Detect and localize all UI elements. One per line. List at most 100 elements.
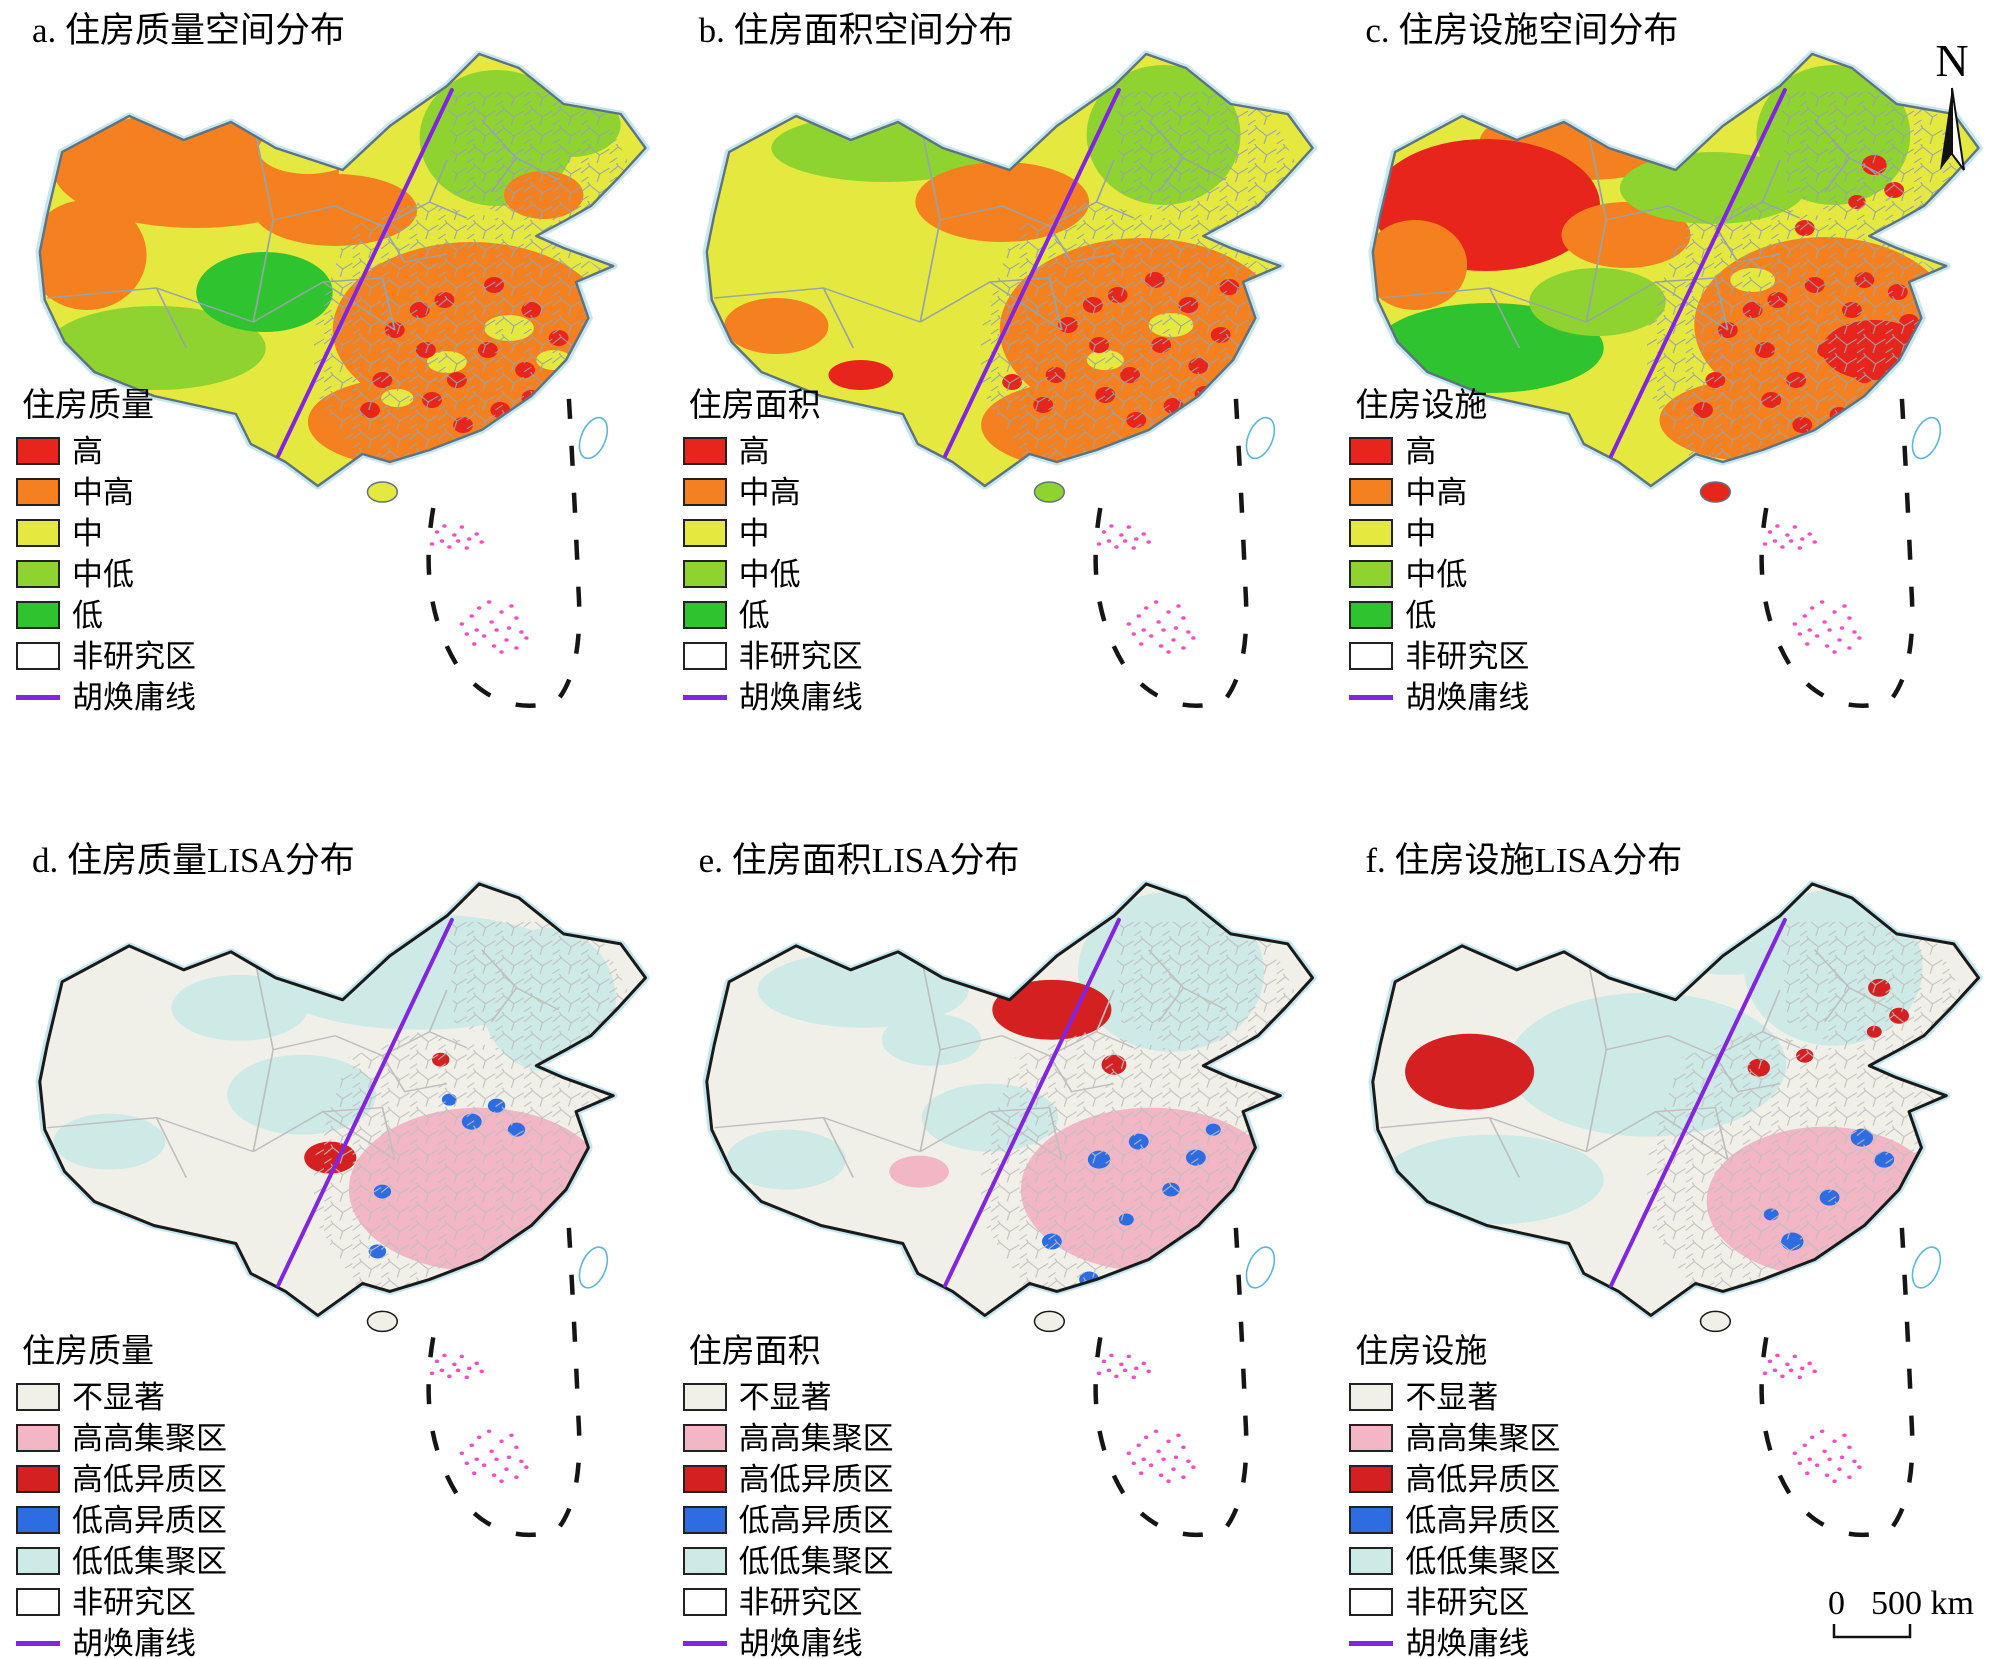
legend-label: 非研究区: [738, 638, 863, 674]
legend-items: 高中高中中低低非研究区 胡焕庸线: [682, 433, 863, 713]
legend-item: 低: [16, 597, 196, 633]
legend-label: 高: [738, 433, 770, 469]
legend-item: 不显著: [1349, 1379, 1560, 1415]
legend-label: 低低集聚区: [1405, 1543, 1561, 1579]
legend-swatch: [16, 519, 60, 547]
legend-label: 低: [1405, 597, 1437, 633]
legend-label: 胡焕庸线: [1405, 679, 1530, 715]
legend-swatch: [1349, 1465, 1394, 1493]
legend-item: 中: [16, 515, 196, 551]
map-housing-facility-lisa: [1333, 830, 2000, 1659]
nine-dash-line: [429, 393, 580, 706]
legend-item: 胡焕庸线: [16, 682, 196, 713]
legend-items: 高中高中中低低非研究区 胡焕庸线: [1349, 433, 1530, 715]
panel-b: b. 住房面积空间分布 住房面积 高中高中中低低非研究区 胡焕庸线: [667, 0, 1334, 830]
hu-line-swatch: [682, 694, 727, 700]
legend-swatch: [1349, 1506, 1394, 1534]
legend-swatch: [16, 1506, 60, 1534]
taiwan-island: [1241, 1245, 1279, 1291]
legend-label: 低: [72, 597, 103, 633]
legend-item: 不显著: [682, 1379, 894, 1415]
legend-item: 高低异质区: [682, 1461, 894, 1497]
legend-swatch: [682, 1383, 727, 1411]
hu-line-swatch: [682, 1640, 727, 1646]
legend-item: 低低集聚区: [1349, 1543, 1561, 1579]
legend-item: 胡焕庸线: [16, 1628, 227, 1659]
legend-label: 不显著: [738, 1379, 832, 1415]
legend-item: 非研究区: [1349, 638, 1530, 674]
nine-dash-line: [1095, 1223, 1246, 1535]
china-map-svg: [702, 880, 1317, 1659]
hu-line-swatch: [16, 694, 60, 700]
taiwan-island: [1908, 1245, 1946, 1291]
legend-items: 不显著 高高集聚区 高低异质区 低高异质区 低低集聚区 非研究区 胡焕庸线: [1349, 1379, 1561, 1659]
legend-item: 胡焕庸线: [682, 1625, 894, 1659]
legend-items: 不显著 高高集聚区 高低异质区 低高异质区 低低集聚区 非研究区 胡焕庸线: [16, 1379, 227, 1659]
hainan-island: [367, 1311, 397, 1331]
legend-item: 低: [1349, 597, 1529, 633]
hu-line-swatch: [1349, 1640, 1394, 1646]
legend-label: 中: [1405, 515, 1437, 551]
panel-title-b: b. 住房面积空间分布: [698, 11, 1014, 50]
legend-swatch: [1349, 519, 1394, 547]
legend-item: 胡焕庸线: [682, 682, 863, 713]
legend-label: 高低异质区: [1405, 1461, 1561, 1497]
legend-item: 中高: [16, 477, 196, 508]
legend-label: 不显著: [1405, 1379, 1499, 1415]
legend-swatch: [16, 478, 60, 506]
legend-item: 高: [16, 433, 196, 469]
nine-dash-line: [1762, 1223, 1913, 1535]
china-map-svg: [35, 880, 650, 1659]
legend-item: 高: [682, 433, 863, 469]
legend-title: 住房面积: [688, 1334, 821, 1370]
china-map-svg: [1368, 50, 1984, 830]
legend-item: 低高异质区: [1349, 1505, 1560, 1536]
panel-title-c: c. 住房设施空间分布: [1365, 11, 1679, 50]
hainan-island: [1701, 482, 1731, 502]
legend-label: 非研究区: [1405, 638, 1530, 674]
taiwan-island: [574, 1245, 612, 1291]
nine-dash-line: [1095, 393, 1246, 706]
taiwan-island: [1241, 415, 1279, 461]
legend-item: 胡焕庸线: [1349, 1625, 1560, 1659]
legend-label: 胡焕庸线: [738, 1625, 863, 1659]
map-housing-facility-dist: [1333, 0, 2000, 830]
legend-label: 中: [72, 515, 103, 551]
legend-item: 中: [682, 518, 863, 549]
legend-items: 不显著 高高集聚区 高低异质区 低高异质区 低低集聚区 非研究区 胡焕庸线: [682, 1379, 894, 1659]
legend-swatch: [682, 601, 727, 629]
nine-dash-line: [1762, 393, 1913, 706]
legend-swatch: [1349, 1424, 1394, 1452]
legend-label: 高: [72, 433, 103, 469]
legend-swatch: [16, 560, 60, 588]
taiwan-island: [1908, 415, 1946, 461]
north-arrow-icon: [1940, 87, 1965, 171]
legend-item: 高低异质区: [16, 1464, 227, 1495]
panel-a: a. 住房质量空间分布 住房质量 高中高中中低低非研究区 胡焕庸线: [0, 0, 667, 830]
legend-label: 高高集聚区: [738, 1420, 894, 1456]
legend-item: 高高集聚区: [1349, 1423, 1560, 1454]
panel-f: f. 住房设施LISA分布 住房设施 不显著 高高集聚区 高低异质区 低高异质区 低低集…: [1333, 830, 2000, 1659]
legend-b: 住房面积 高中高中中低低非研究区 胡焕庸线: [682, 378, 863, 723]
legend-swatch: [16, 1383, 60, 1411]
legend-label: 高: [1405, 433, 1437, 469]
legend-item: 高: [1349, 433, 1529, 469]
legend-label: 胡焕庸线: [1405, 1625, 1530, 1659]
legend-label: 中低: [72, 556, 134, 592]
legend-label: 不显著: [72, 1379, 165, 1415]
legend-item: 高高集聚区: [16, 1423, 227, 1454]
legend-swatch: [16, 1547, 60, 1575]
legend-label: 高低异质区: [738, 1461, 894, 1497]
nine-dash-line: [429, 1223, 580, 1535]
legend-swatch: [682, 519, 727, 547]
scale-label: 500 km: [1871, 1584, 1974, 1622]
legend-label: 非研究区: [72, 638, 196, 674]
china-map-svg: [702, 50, 1317, 830]
hu-huanyong-line: [945, 90, 1119, 456]
legend-swatch: [16, 1465, 60, 1493]
legend-item: 中低: [16, 556, 196, 592]
legend-c: 住房设施 高中高中中低低非研究区 胡焕庸线: [1349, 378, 1529, 723]
legend-item: 胡焕庸线: [1349, 679, 1530, 715]
legend-item: 高低异质区: [1349, 1461, 1561, 1497]
china-map-svg: [35, 50, 650, 830]
